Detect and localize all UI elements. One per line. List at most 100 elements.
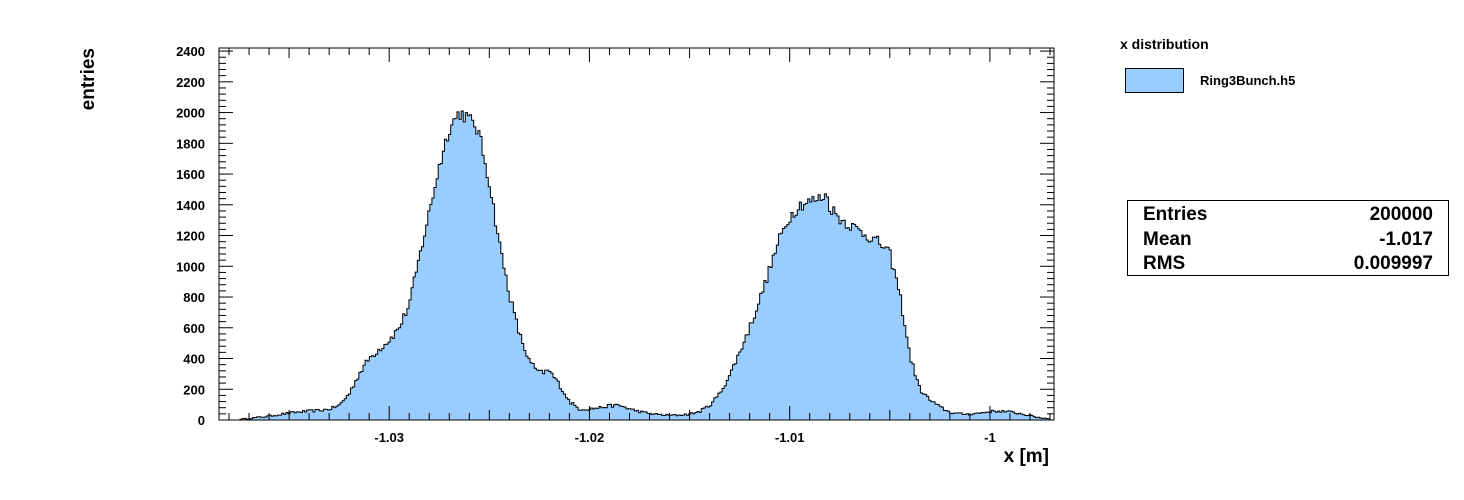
histogram-bin [943,410,946,420]
histogram-bin [515,319,518,420]
histogram-bin [983,412,986,420]
histogram-bin [394,330,397,420]
histogram-bin [388,342,391,420]
histogram-bin [859,230,863,420]
histogram-bin [882,248,886,420]
histogram-bin [536,370,539,420]
histogram-bin [807,198,811,420]
histogram-bin [1010,411,1013,420]
histogram-bin [1012,412,1015,420]
histogram-bin [686,415,690,420]
histogram-bin [905,337,909,420]
legend-entry-label: Ring3Bunch.h5 [1200,73,1296,88]
x-tick-label: -1.01 [775,430,805,445]
histogram-bin [511,302,514,420]
histogram-bin [258,416,262,420]
histogram-bin [521,343,525,420]
x-tick-label: -1.02 [575,430,605,445]
histogram-bin [924,394,928,420]
stats-key: Mean [1143,229,1192,250]
histogram-bin [473,126,477,420]
histogram-bin [740,349,744,420]
histogram-bin [955,413,959,420]
histogram-bin [438,164,441,420]
histogram-bin [383,344,387,420]
histogram-bin [868,242,871,420]
histogram-bin [367,361,370,420]
histogram-bin [661,415,664,420]
histogram-bin [390,337,393,420]
histogram-bin [671,414,675,420]
histogram-bin [267,415,270,420]
histogram-bin [1031,415,1034,420]
histogram-bin [707,407,710,420]
histogram-bin [887,247,890,420]
y-tick-label: 2200 [176,75,205,90]
histogram-bin [561,391,564,420]
histogram-bin [615,404,619,420]
histogram-bin [684,414,687,420]
histogram-bin [736,355,740,420]
histogram-bin [864,234,867,420]
histogram-bin [962,414,965,420]
histogram-bin [360,371,364,420]
histogram-bin [811,196,815,420]
histogram-bin [504,275,508,420]
x-tick-label: -1.03 [374,430,404,445]
histogram-bin [419,250,422,420]
histogram-bin [709,405,712,420]
histogram-bin [525,356,529,420]
histogram-bin [972,413,976,420]
histogram-bin [413,277,416,420]
stats-row-rms: RMS 0.009997 [1143,253,1433,277]
histogram-bin [897,289,900,420]
histogram-bin [667,415,671,420]
histogram-bin [997,410,1001,420]
histogram-bin [1005,411,1009,420]
histogram-bin [801,209,804,420]
histogram-bin [607,404,610,420]
histogram-bin [350,388,353,420]
histogram-bin [974,413,978,420]
histogram-bin [488,186,491,420]
y-tick-label: 1000 [176,259,205,274]
histogram-bin [830,214,834,420]
histogram-bin [567,399,571,420]
histogram-bin [809,201,813,420]
histogram-bin [824,193,827,420]
histogram-bin [605,407,608,420]
histogram-bin [590,408,594,420]
histogram-bin [991,410,994,420]
histogram-bin [820,200,823,420]
histogram-bin [782,228,786,420]
histogram-bin [444,139,447,420]
histogram-bin [957,412,961,420]
histogram-bin [571,402,575,420]
plot-frame-background [219,48,1054,420]
histogram-bin [513,312,516,420]
histogram-bin [1024,415,1028,420]
histogram-bin [402,313,406,420]
histogram-bin [565,397,568,420]
histogram-bin [893,269,896,420]
histogram-bin [573,405,577,420]
histogram-bin [333,407,337,420]
histogram-bin [425,225,429,420]
histogram-bin [699,412,702,420]
histogram-bin [1033,416,1036,420]
stats-key: RMS [1143,253,1186,274]
histogram-bin [697,411,700,420]
histogram-bin [665,414,669,420]
histogram-bin [985,412,988,420]
histogram-bin [857,228,861,420]
y-tick-label: 400 [183,352,205,367]
histogram-bin [264,416,268,420]
histogram-bin [1022,414,1026,420]
histogram-bin [765,282,769,420]
histogram-bin [442,151,445,420]
histogram-bin [995,412,998,420]
histogram-bin [465,112,468,421]
histogram-bin [669,415,673,420]
histogram-bin [889,249,892,420]
